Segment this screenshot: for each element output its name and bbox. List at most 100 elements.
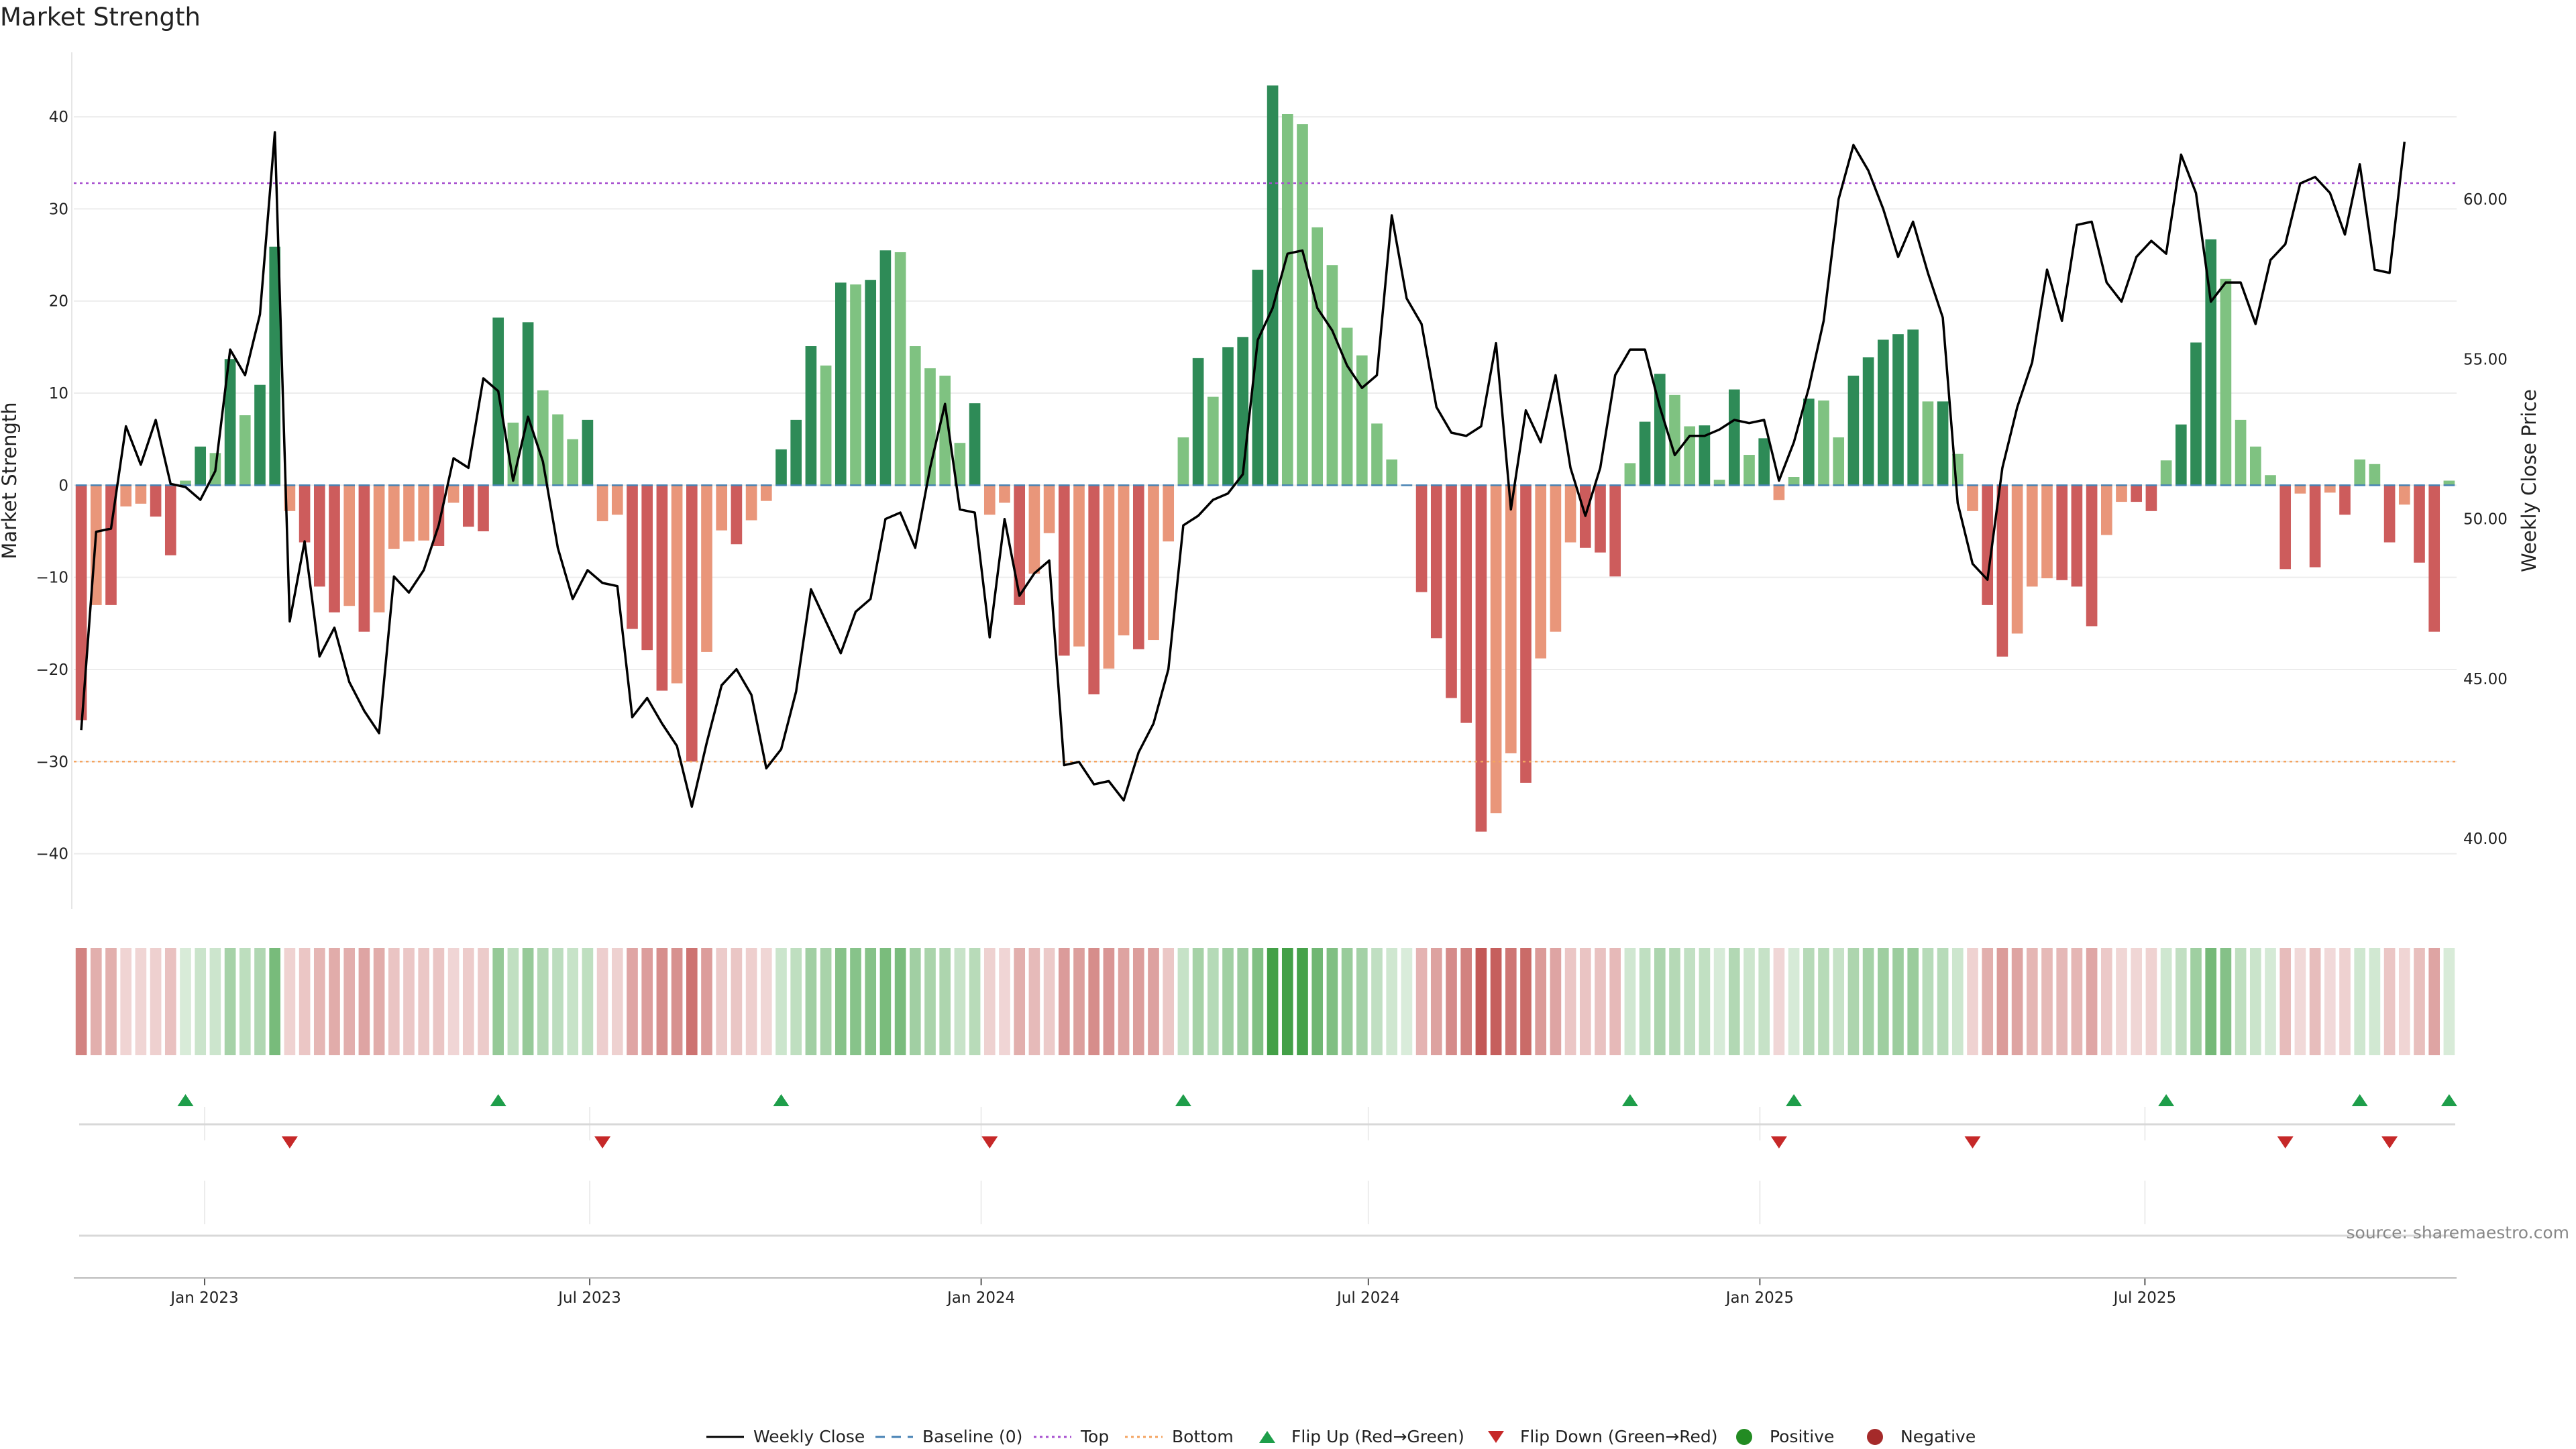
heat-cell bbox=[2175, 948, 2187, 1055]
strength-bar bbox=[2265, 475, 2276, 486]
heat-cell bbox=[1222, 948, 1234, 1055]
heat-cell bbox=[1579, 948, 1591, 1055]
heat-cell bbox=[522, 948, 534, 1055]
strength-bar bbox=[2131, 485, 2143, 502]
heat-cell bbox=[805, 948, 817, 1055]
strength-bar bbox=[1803, 398, 1815, 486]
heat-cell bbox=[2145, 948, 2157, 1055]
heat-cell bbox=[1877, 948, 1889, 1055]
strength-bar bbox=[2116, 485, 2127, 502]
heat-cell bbox=[120, 948, 132, 1055]
strength-bar bbox=[611, 485, 623, 515]
strength-bar bbox=[745, 485, 757, 521]
flip-up-marker bbox=[2351, 1094, 2368, 1106]
strength-bar bbox=[790, 419, 802, 486]
heat-cell bbox=[894, 948, 906, 1055]
strength-bar bbox=[418, 485, 430, 541]
heat-cell bbox=[2294, 948, 2306, 1055]
heat-cell bbox=[164, 948, 176, 1055]
strength-bar bbox=[2443, 480, 2455, 486]
strength-bar bbox=[760, 485, 772, 501]
heat-cell bbox=[1446, 948, 1457, 1055]
heat-cell bbox=[1922, 948, 1934, 1055]
heat-cell bbox=[2235, 948, 2247, 1055]
x-tick-label: Jul 2023 bbox=[557, 1289, 621, 1307]
strength-bars bbox=[75, 85, 2455, 832]
strength-bar bbox=[820, 365, 832, 486]
strength-bar bbox=[1058, 485, 1070, 656]
strength-bar bbox=[1192, 358, 1204, 486]
heat-cell bbox=[2398, 948, 2410, 1055]
strength-bar bbox=[254, 384, 266, 486]
strength-bar bbox=[1207, 396, 1219, 486]
heat-cell bbox=[224, 948, 236, 1055]
heat-cell bbox=[656, 948, 668, 1055]
legend-label: Flip Down (Green→Red) bbox=[1520, 1427, 1718, 1446]
heat-cell bbox=[2279, 948, 2292, 1055]
heat-cell bbox=[269, 948, 281, 1055]
heat-cell bbox=[2383, 948, 2396, 1055]
strength-bar bbox=[492, 317, 504, 486]
strength-bar bbox=[1550, 485, 1562, 632]
y-tick-label: 30 bbox=[49, 201, 68, 218]
heat-cell bbox=[567, 948, 579, 1055]
flip-down-marker bbox=[1964, 1136, 1981, 1148]
legend-label: Weekly Close bbox=[753, 1427, 865, 1446]
heat-cell bbox=[865, 948, 877, 1055]
heat-cell bbox=[447, 948, 460, 1055]
source-label: source: sharemaestro.com bbox=[2347, 1223, 2570, 1242]
heat-cell bbox=[1833, 948, 1845, 1055]
flip-up-marker bbox=[2440, 1094, 2457, 1106]
heat-cell bbox=[1490, 948, 1502, 1055]
x-tick-label: Jul 2024 bbox=[1336, 1289, 1400, 1307]
strength-bar bbox=[2309, 485, 2321, 568]
flip-up-marker bbox=[177, 1094, 194, 1106]
strength-bar bbox=[2249, 446, 2261, 486]
y-tick-label: 10 bbox=[49, 385, 68, 402]
strength-bar bbox=[1446, 485, 1457, 698]
flip-down-marker bbox=[281, 1136, 298, 1148]
strength-bar bbox=[2086, 485, 2098, 627]
heat-cell bbox=[2041, 948, 2053, 1055]
heat-cell bbox=[954, 948, 966, 1055]
heat-cell bbox=[1192, 948, 1204, 1055]
legend[interactable]: Weekly Close Baseline (0) Top Bottom Flip Up… bbox=[706, 1427, 1976, 1446]
heat-cell bbox=[1713, 948, 1725, 1055]
heat-cell bbox=[775, 948, 787, 1055]
strength-bar bbox=[1297, 124, 1308, 486]
heat-cell bbox=[313, 948, 325, 1055]
strength-bar bbox=[1148, 485, 1159, 641]
heat-cell bbox=[1401, 948, 1413, 1055]
heat-cell bbox=[1371, 948, 1383, 1055]
strength-bar bbox=[2071, 485, 2083, 587]
heat-cell bbox=[1535, 948, 1547, 1055]
heat-cell bbox=[1237, 948, 1249, 1055]
strength-bar bbox=[2383, 485, 2396, 543]
heat-cell bbox=[105, 948, 117, 1055]
strength-bar bbox=[1818, 400, 1829, 486]
strength-bar bbox=[1073, 485, 1085, 647]
strength-bar bbox=[388, 485, 400, 549]
chart-title: Market Strength bbox=[0, 3, 201, 32]
heat-cell bbox=[2026, 948, 2038, 1055]
heat-cell bbox=[2309, 948, 2321, 1055]
strength-bar bbox=[2100, 485, 2112, 535]
heat-cell bbox=[552, 948, 564, 1055]
strength-bar bbox=[641, 485, 653, 651]
heat-cell bbox=[373, 948, 385, 1055]
legend-label: Positive bbox=[1770, 1427, 1834, 1446]
heat-cell bbox=[1460, 948, 1472, 1055]
heat-cell bbox=[1475, 948, 1487, 1055]
strength-bar bbox=[1118, 485, 1130, 636]
y-tick-label: −30 bbox=[36, 753, 68, 771]
strength-bar bbox=[239, 415, 251, 486]
strength-bar bbox=[1475, 485, 1487, 832]
strength-bar bbox=[909, 346, 921, 486]
strength-bar bbox=[180, 480, 191, 486]
strength-bar bbox=[150, 485, 162, 517]
heat-cell bbox=[1654, 948, 1666, 1055]
heat-cell bbox=[1684, 948, 1696, 1055]
heat-cell bbox=[1386, 948, 1398, 1055]
heat-cell bbox=[2443, 948, 2455, 1055]
